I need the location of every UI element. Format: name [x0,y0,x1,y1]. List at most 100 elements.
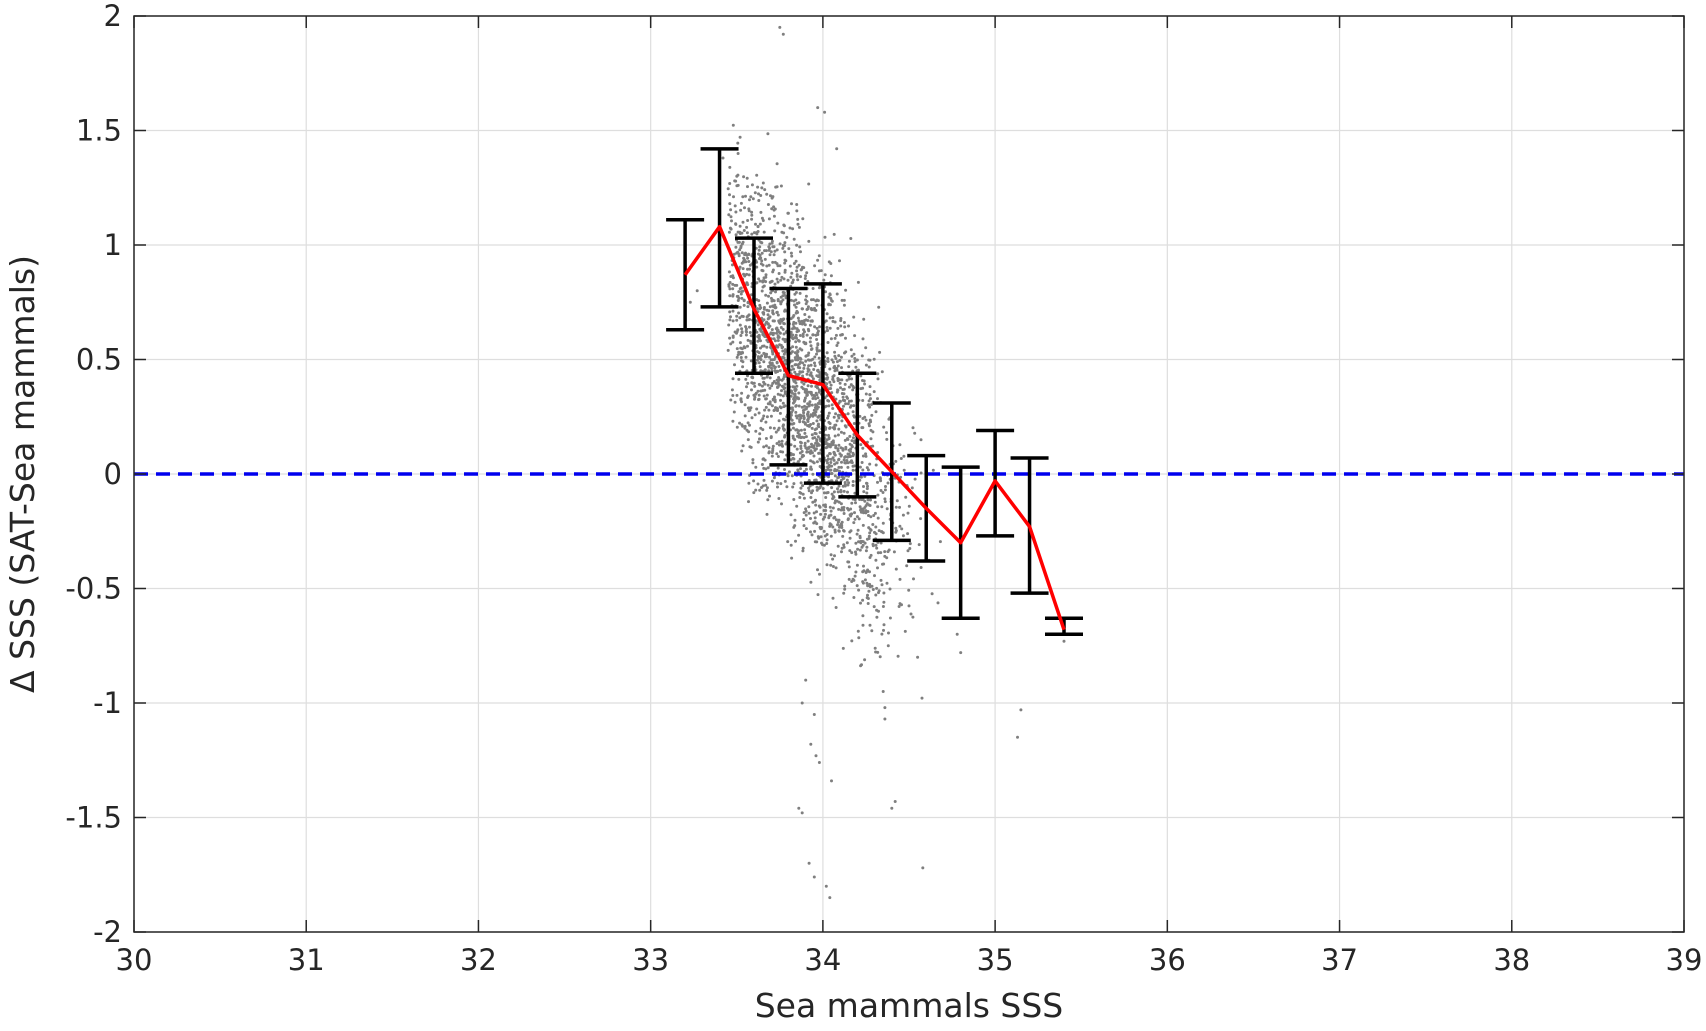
scatter-point [727,230,731,234]
scatter-point [747,406,751,410]
scatter-point [758,365,762,369]
scatter-point [737,240,741,244]
scatter-point [803,313,807,316]
scatter-point [740,330,744,334]
scatter-point [800,405,804,409]
scatter-point [850,639,854,643]
scatter-point [852,422,856,425]
scatter-point [831,565,835,568]
scatter-point [772,397,776,401]
scatter-point [817,761,821,764]
scatter-point [829,262,833,265]
scatter-point [826,360,830,363]
scatter-point [877,529,881,533]
scatter-point [765,488,769,492]
scatter-point [746,396,750,399]
scatter-point [773,400,777,404]
scatter-point [834,606,838,609]
scatter-point [831,360,835,364]
scatter-point [868,504,872,507]
scatter-point [828,452,832,455]
scatter-point [846,396,849,400]
scatter-point [752,231,756,235]
scatter-point [851,388,855,392]
scatter-point [812,511,816,515]
scatter-point [881,690,885,693]
scatter-point [734,210,738,214]
scatter-point [790,474,794,478]
scatter-point [808,400,812,404]
scatter-point [728,318,732,322]
scatter-point [858,414,862,418]
scatter-point [809,530,812,534]
scatter-point [833,530,837,534]
scatter-point [784,362,788,366]
scatter-point [780,443,784,446]
scatter-point [859,509,863,513]
scatter-point [756,224,760,228]
scatter-point [782,428,786,432]
scatter-point [814,406,818,410]
scatter-point [818,505,822,509]
scatter-point [816,342,820,346]
scatter-point [832,380,836,384]
scatter-point [862,317,866,321]
scatter-point [791,315,795,319]
scatter-point [791,333,795,337]
scatter-point [882,600,886,604]
scatter-point [931,468,935,472]
scatter-point [835,390,839,394]
scatter-point [797,404,801,408]
scatter-point [829,337,833,341]
scatter-point [842,489,846,493]
scatter-point [779,326,783,329]
scatter-point [750,375,754,379]
scatter-point [746,305,750,309]
scatter-point [804,274,808,278]
scatter-point [824,440,828,443]
scatter-point [826,357,830,360]
scatter-point [772,358,776,361]
scatter-point [795,265,799,269]
scatter-point [793,398,797,402]
scatter-point [830,391,834,395]
scatter-point [841,646,845,650]
y-axis-label: Δ SSS (SAT-Sea mammals) [3,255,42,693]
scatter-point [861,426,865,430]
scatter-point [959,651,963,655]
scatter-point [798,291,802,295]
scatter-point [816,535,820,539]
scatter-point [813,478,817,482]
scatter-point [895,499,899,503]
scatter-point [850,439,854,443]
scatter-point [829,457,833,461]
scatter-point [796,316,800,320]
scatter-point [810,433,814,437]
scatter-point [876,397,879,401]
scatter-point [749,341,753,345]
scatter-point [761,285,765,289]
scatter-point [758,245,762,249]
scatter-point [865,491,869,495]
scatter-point [826,461,829,465]
scatter-point [747,209,751,213]
scatter-point [766,466,770,470]
scatter-point [742,256,746,260]
scatter-point [804,527,808,531]
scatter-point [740,251,744,255]
y-tick-label: 1 [104,228,122,262]
scatter-point [839,386,842,390]
scatter-point [749,445,753,449]
scatter-point [866,468,870,472]
scatter-point [875,586,879,590]
scatter-point [824,371,828,375]
scatter-point [848,405,852,409]
scatter-point [883,554,887,558]
scatter-point [771,352,775,356]
scatter-point [899,457,903,460]
scatter-point [750,210,754,214]
x-tick-label: 39 [1666,943,1703,977]
scatter-point [779,278,783,282]
scatter-point [763,355,767,359]
scatter-point [839,446,843,450]
